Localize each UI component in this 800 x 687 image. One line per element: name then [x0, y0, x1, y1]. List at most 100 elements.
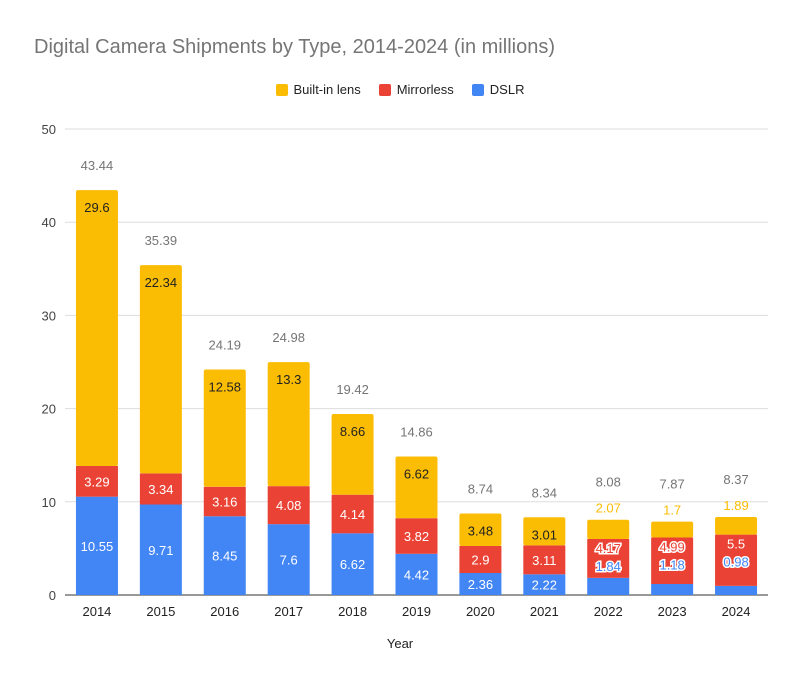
data-label: 1.89 — [723, 498, 748, 513]
data-label: 8.45 — [212, 549, 237, 564]
bar-dslr — [203, 516, 246, 595]
bar-dslr — [459, 573, 502, 595]
total-label: 14.86 — [400, 425, 433, 440]
total-label: 24.98 — [272, 330, 305, 345]
bar-built-in-lens — [459, 513, 502, 546]
total-label: 8.34 — [532, 485, 557, 500]
legend-item-built-in-lens[interactable]: Built-in lens — [275, 82, 361, 97]
total-label: 8.74 — [468, 482, 493, 497]
data-label: 1.7 — [663, 503, 681, 518]
x-tick-label: 2022 — [594, 604, 623, 619]
bar-built-in-lens — [139, 265, 182, 474]
bar-dslr — [139, 504, 182, 595]
total-label: 8.08 — [596, 475, 621, 490]
x-tick-label: 2016 — [210, 604, 239, 619]
y-tick-label: 50 — [42, 122, 56, 137]
x-tick-label: 2017 — [274, 604, 303, 619]
data-label: 5.5 — [727, 537, 745, 552]
bar-built-in-lens — [267, 362, 310, 487]
legend-label: Built-in lens — [293, 82, 361, 97]
data-label: 3.01 — [532, 527, 557, 542]
data-label: 2.22 — [532, 578, 557, 593]
chart-title: Digital Camera Shipments by Type, 2014-2… — [34, 36, 555, 58]
total-label: 7.87 — [659, 477, 684, 492]
bar-built-in-lens — [395, 456, 438, 519]
bar-mirrorless — [75, 466, 118, 497]
bar-mirrorless — [203, 486, 246, 517]
bar-mirrorless — [267, 486, 310, 525]
data-label: 4.14 — [340, 507, 365, 522]
data-label: 10.55 — [81, 539, 114, 554]
data-label: 1.84 — [596, 559, 621, 574]
x-tick-label: 2018 — [338, 604, 367, 619]
data-label: 4.99 — [659, 539, 684, 554]
data-label: 22.34 — [145, 275, 178, 290]
bar-mirrorless — [459, 545, 502, 574]
y-tick-label: 20 — [42, 402, 56, 417]
y-tick-label: 0 — [49, 588, 56, 603]
bar-mirrorless — [331, 494, 374, 534]
bar-dslr — [395, 553, 438, 595]
x-tick-label: 2023 — [658, 604, 687, 619]
total-label: 24.19 — [208, 338, 241, 353]
bar-dslr — [651, 584, 694, 595]
total-label: 43.44 — [81, 158, 114, 173]
y-tick-label: 40 — [42, 215, 56, 230]
total-label: 35.39 — [145, 233, 178, 248]
data-label: 2.9 — [471, 552, 489, 567]
bar-dslr — [523, 574, 566, 595]
data-label: 2.36 — [468, 577, 493, 592]
bar-mirrorless — [715, 534, 758, 586]
data-label: 4.08 — [276, 498, 301, 513]
data-label: 0.98 — [723, 555, 748, 570]
y-tick-label: 30 — [42, 308, 56, 323]
data-label: 13.3 — [276, 372, 301, 387]
data-label: 3.29 — [84, 474, 109, 489]
legend-label: DSLR — [489, 82, 525, 97]
data-label: 3.16 — [212, 495, 237, 510]
data-label: 2.07 — [596, 501, 621, 516]
data-label: 7.6 — [280, 553, 298, 568]
data-label: 1.18 — [659, 557, 684, 572]
x-tick-label: 2024 — [722, 604, 751, 619]
bar-built-in-lens — [587, 519, 630, 539]
x-tick-label: 2021 — [530, 604, 559, 619]
data-label: 3.82 — [404, 529, 429, 544]
legend-item-dslr[interactable]: DSLR — [471, 82, 525, 97]
legend-label: Mirrorless — [396, 82, 454, 97]
data-label: 6.62 — [404, 467, 429, 482]
bar-dslr — [331, 533, 374, 595]
data-label: 4.42 — [404, 567, 429, 582]
total-label: 8.37 — [723, 472, 748, 487]
bar-dslr — [715, 585, 758, 595]
bar-mirrorless — [651, 537, 694, 585]
bar-dslr — [75, 496, 118, 595]
data-label: 3.48 — [468, 524, 493, 539]
data-label: 4.17 — [596, 541, 621, 556]
y-tick-label: 10 — [42, 495, 56, 510]
data-label: 6.62 — [340, 557, 365, 572]
legend-item-mirrorless[interactable]: Mirrorless — [378, 82, 454, 97]
bar-built-in-lens — [715, 516, 758, 535]
bar-built-in-lens — [651, 521, 694, 538]
x-tick-label: 2019 — [402, 604, 431, 619]
x-tick-label: 2015 — [146, 604, 175, 619]
data-label: 8.66 — [340, 424, 365, 439]
bar-mirrorless — [139, 473, 182, 505]
bar-mirrorless — [395, 518, 438, 554]
data-label: 3.34 — [148, 482, 173, 497]
legend: Built-in lens Mirrorless DSLR — [0, 82, 800, 97]
bar-built-in-lens — [203, 369, 246, 487]
bar-dslr — [267, 524, 310, 595]
total-label: 19.42 — [336, 382, 369, 397]
bar-mirrorless — [587, 538, 630, 578]
x-axis-label: Year — [386, 636, 414, 651]
bar-built-in-lens — [331, 414, 374, 495]
data-label: 3.11 — [532, 553, 556, 568]
bar-built-in-lens — [75, 190, 118, 467]
data-label: 9.71 — [148, 543, 173, 558]
x-tick-label: 2014 — [82, 604, 111, 619]
data-label: 29.6 — [84, 200, 109, 215]
bar-dslr — [587, 577, 630, 595]
